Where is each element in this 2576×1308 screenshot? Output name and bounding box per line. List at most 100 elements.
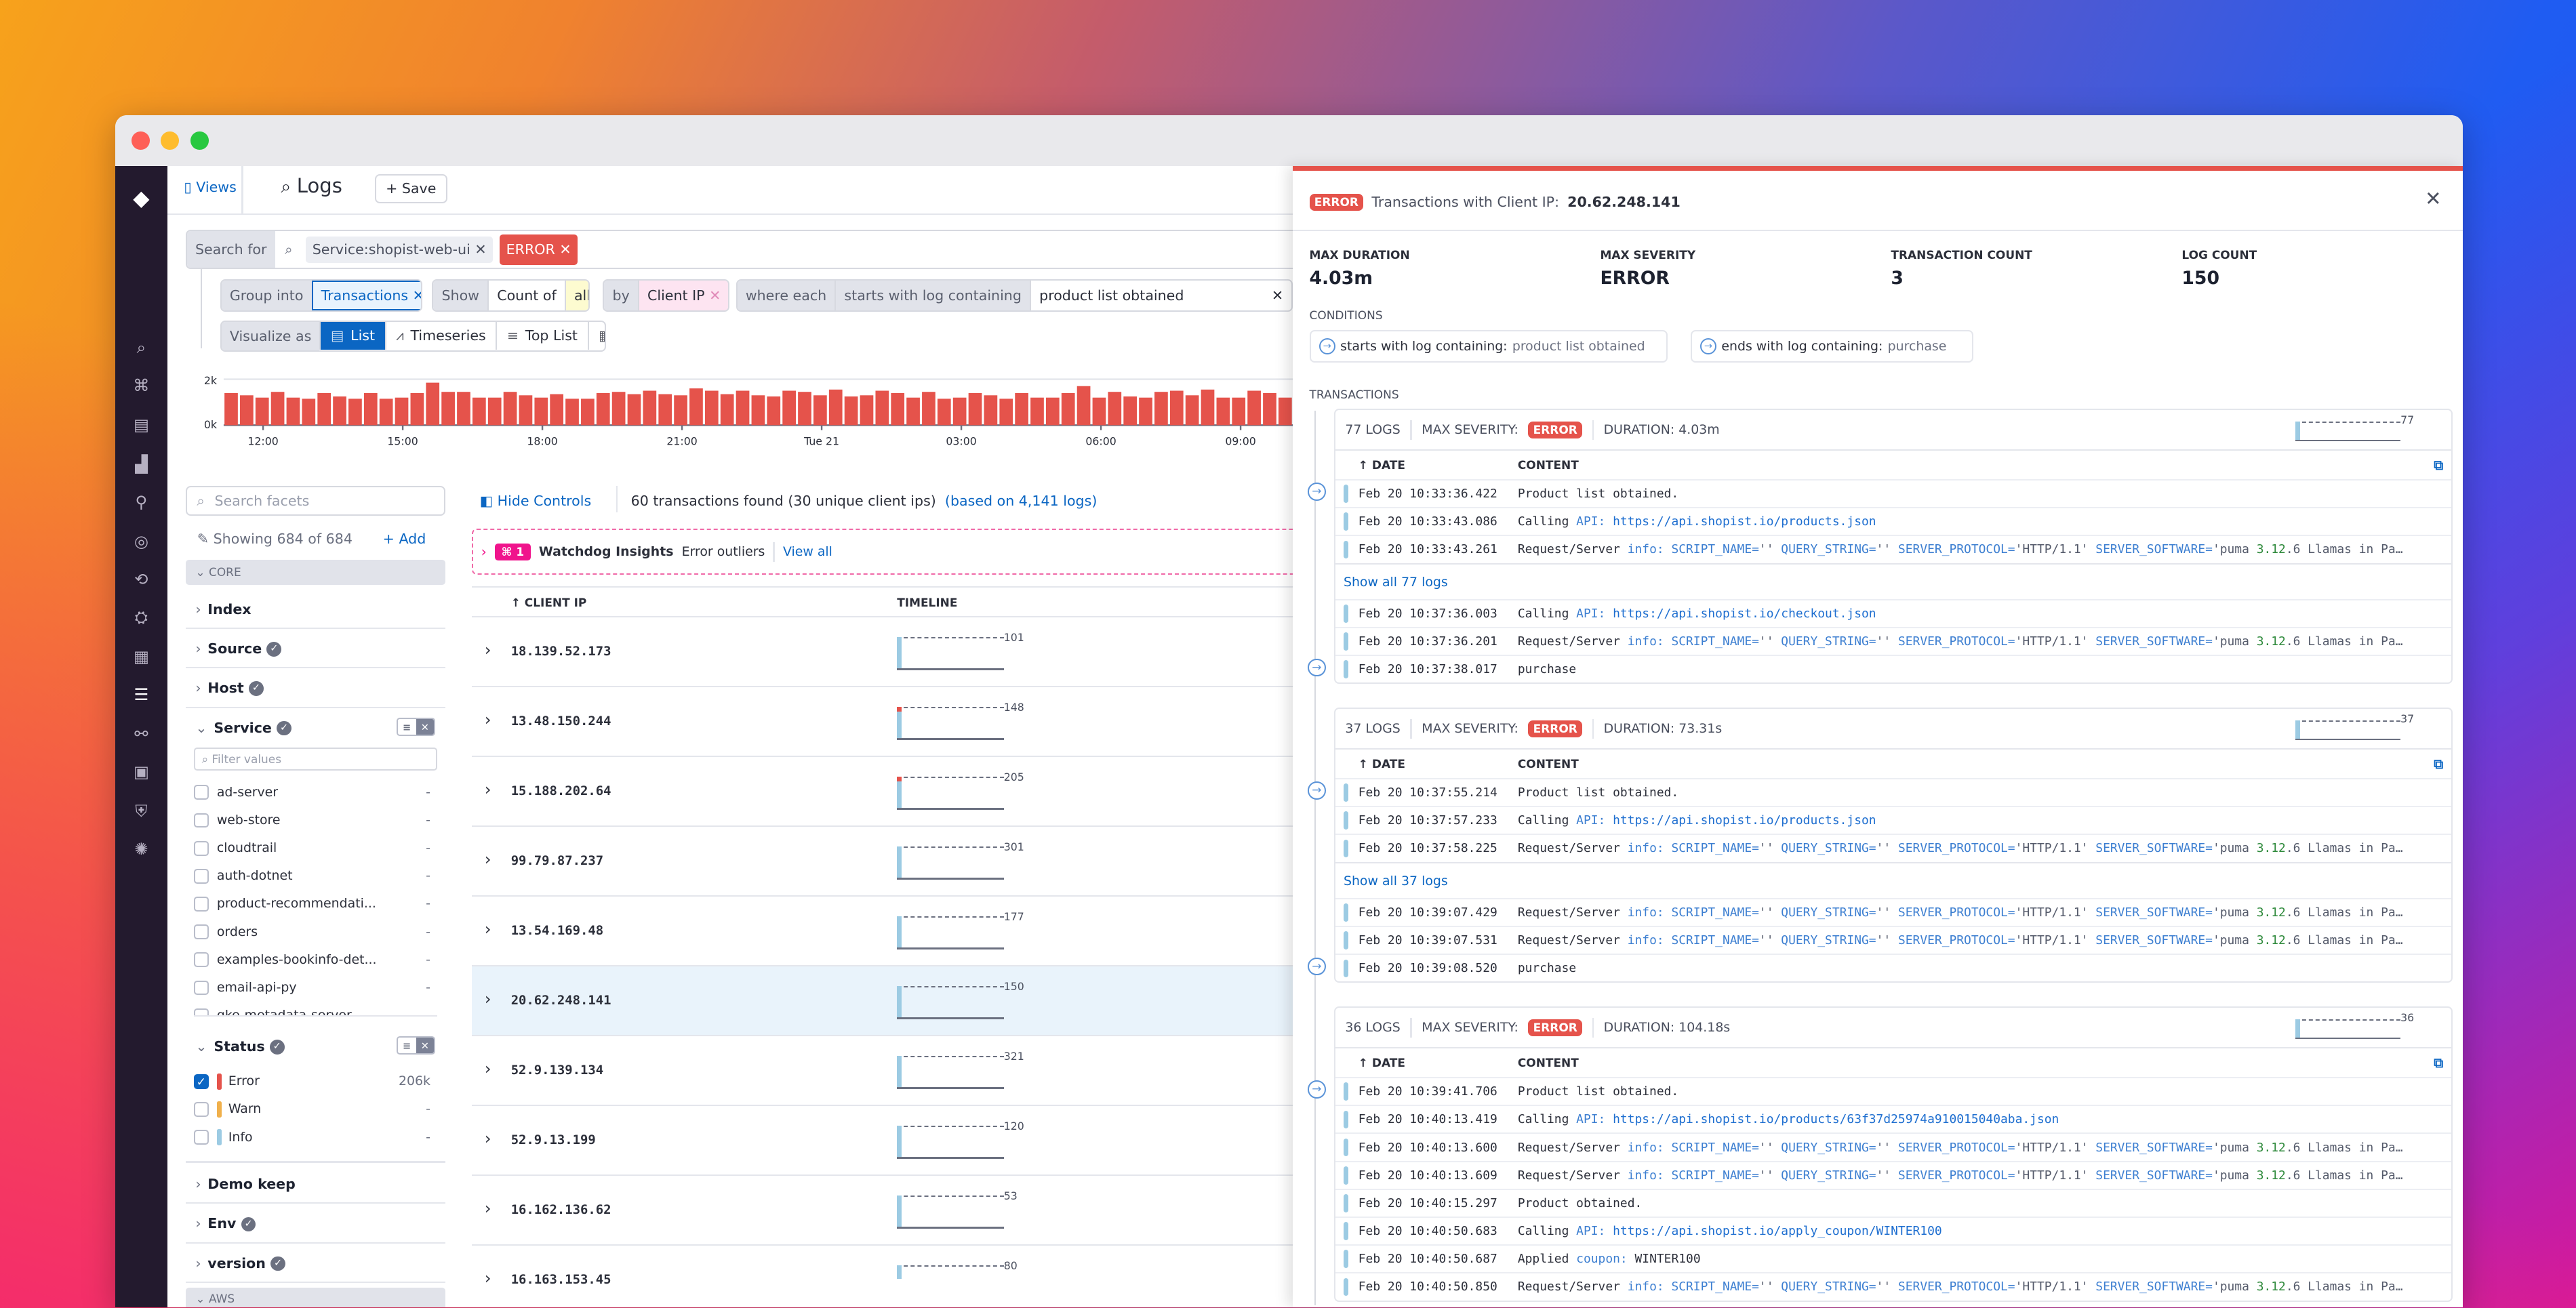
- log-row[interactable]: Feb 20 10:37:55.214 Product list obtained…: [1335, 778, 2452, 806]
- transaction-group-row[interactable]: › 13.48.150.244 148: [471, 687, 1293, 758]
- log-row[interactable]: Feb 20 10:40:15.297 Product obtained.: [1335, 1188, 2452, 1217]
- log-row[interactable]: Feb 20 10:39:08.520 purchase: [1335, 954, 2452, 981]
- log-row[interactable]: Feb 20 10:37:58.225 Request/Server info: …: [1335, 834, 2452, 861]
- transaction-group-row[interactable]: › 13.54.169.48 177: [471, 897, 1293, 967]
- checkbox[interactable]: [193, 785, 209, 800]
- column-date[interactable]: ↑ DATE: [1358, 1056, 1405, 1070]
- log-link-token[interactable]: https://api.shopist.io/apply_coupon/WINT…: [1613, 1224, 1942, 1239]
- chevron-right-icon[interactable]: ›: [484, 780, 491, 800]
- open-in-new-icon[interactable]: ⧉: [2434, 457, 2444, 473]
- search-tag-error[interactable]: ERROR ✕: [499, 234, 578, 265]
- condition-select[interactable]: starts with log containing: [834, 280, 1030, 311]
- settings-icon[interactable]: ✺: [134, 839, 148, 859]
- log-row[interactable]: Feb 20 10:40:50.850 Request/Server info: …: [1335, 1272, 2452, 1300]
- checkbox[interactable]: [193, 868, 209, 884]
- log-row[interactable]: Feb 20 10:37:38.017 purchase: [1335, 655, 2452, 682]
- visualize-option-top-list[interactable]: ≡ Top List: [496, 321, 587, 350]
- by-field-select[interactable]: Client IP ✕: [637, 280, 729, 311]
- chevron-right-icon[interactable]: ›: [484, 710, 491, 730]
- integrations-icon[interactable]: ⟲: [134, 570, 148, 590]
- search-icon[interactable]: ⌕: [136, 338, 146, 358]
- log-row[interactable]: Feb 20 10:39:41.706 Product list obtained…: [1335, 1077, 2452, 1105]
- monitors-icon[interactable]: ◎: [134, 532, 148, 552]
- remove-tag-icon[interactable]: ✕: [475, 241, 487, 258]
- column-timeline[interactable]: TIMELINE: [897, 596, 958, 610]
- apm-icon[interactable]: ⚲: [135, 493, 148, 512]
- log-histogram[interactable]: 2k 0k 12:00 15:00 18:00 21:00 Tue 21 03:00 06:00…: [201, 369, 1293, 451]
- add-facet-button[interactable]: + Add: [383, 531, 426, 547]
- logo-icon[interactable]: ◆: [133, 186, 150, 211]
- transaction-group-row[interactable]: › 52.9.139.134 321: [471, 1036, 1293, 1107]
- transaction-group-row[interactable]: › 99.79.87.237 301: [471, 827, 1293, 897]
- remove-tag-icon[interactable]: ✕: [559, 241, 571, 258]
- logs-icon[interactable]: ☰: [134, 684, 149, 704]
- show-all-logs-link[interactable]: Show all 77 logs: [1335, 563, 2452, 599]
- transaction-group-row[interactable]: › 18.139.52.173 101: [471, 617, 1293, 688]
- view-all-link[interactable]: View all: [783, 544, 832, 560]
- chevron-right-icon[interactable]: ›: [484, 1269, 491, 1288]
- log-row[interactable]: Feb 20 10:39:07.531 Request/Server info: …: [1335, 926, 2452, 954]
- dashboards-icon[interactable]: ▤: [133, 415, 149, 435]
- log-row[interactable]: Feb 20 10:40:50.683 Calling API: https://…: [1335, 1217, 2452, 1244]
- aggregation-select[interactable]: Count of: [487, 280, 565, 311]
- network-icon[interactable]: ⚯: [134, 724, 148, 743]
- metrics-icon[interactable]: ▦: [133, 647, 149, 666]
- maximize-window-button[interactable]: [190, 131, 209, 150]
- facet-service[interactable]: ⌄ Service ✓ ≡ ✕: [186, 708, 445, 748]
- minimize-window-button[interactable]: [161, 131, 180, 150]
- watchdog-insights-banner[interactable]: › ⌘ 1 Watchdog Insights Error outliers V…: [471, 529, 1293, 575]
- transaction-group-row[interactable]: › 20.62.248.141 150: [471, 966, 1293, 1037]
- chevron-right-icon[interactable]: ›: [484, 640, 491, 660]
- checkbox[interactable]: [193, 840, 209, 856]
- infrastructure-icon[interactable]: ▟: [135, 455, 148, 474]
- where-control[interactable]: where each starts with log containing prod…: [736, 279, 1293, 312]
- remove-icon[interactable]: ✕: [413, 287, 421, 304]
- search-tag-service[interactable]: Service:shopist-web-ui ✕: [306, 236, 494, 264]
- column-date[interactable]: ↑ DATE: [1358, 458, 1405, 472]
- log-row[interactable]: Feb 20 10:39:07.429 Request/Server info: …: [1335, 897, 2452, 926]
- visualize-option-list[interactable]: ▤ List: [319, 321, 385, 350]
- visualize-option-table[interactable]: ▦Table: [587, 321, 605, 350]
- filter-icon[interactable]: ≡: [397, 1038, 416, 1053]
- facet-source[interactable]: › Source ✓: [185, 629, 445, 669]
- save-view-button[interactable]: + Save: [374, 173, 447, 204]
- chevron-right-icon[interactable]: ›: [484, 1129, 491, 1149]
- transaction-group-row[interactable]: › 52.9.13.199 120: [471, 1106, 1293, 1177]
- facet-host[interactable]: › Host ✓: [185, 668, 445, 708]
- show-all-logs-link[interactable]: Show all 37 logs: [1335, 861, 2452, 898]
- condition-value-input[interactable]: product list obtained: [1030, 280, 1264, 311]
- log-row[interactable]: Feb 20 10:37:57.233 Calling API: https://…: [1335, 806, 2452, 834]
- log-row[interactable]: Feb 20 10:37:36.003 Calling API: https://…: [1335, 598, 2452, 627]
- hide-controls-button[interactable]: ◧ Hide Controls: [480, 493, 592, 509]
- facet-value-row[interactable]: email-api-py -: [193, 974, 437, 1002]
- open-in-new-icon[interactable]: ⧉: [2434, 756, 2444, 772]
- close-panel-icon[interactable]: ✕: [2425, 187, 2442, 210]
- checkbox[interactable]: ✓: [193, 1074, 209, 1089]
- log-link-token[interactable]: https://api.shopist.io/products.json: [1613, 514, 1876, 529]
- search-facets-input[interactable]: ⌕ Search facets: [185, 486, 445, 516]
- group-into-select[interactable]: Transactions ✕: [311, 280, 421, 311]
- facet-value-row[interactable]: Info -: [193, 1124, 437, 1151]
- facet-demo-keep[interactable]: › Demo keep: [185, 1164, 445, 1204]
- chevron-right-icon[interactable]: ›: [484, 989, 491, 1009]
- facet-value-row[interactable]: ad-server -: [193, 779, 437, 806]
- search-bar[interactable]: Search for ⌕ Service:shopist-web-ui ✕ ER…: [185, 230, 1303, 270]
- facet-value-row[interactable]: auth-dotnet -: [193, 862, 437, 890]
- column-date[interactable]: ↑ DATE: [1358, 757, 1405, 771]
- facet-index[interactable]: › Index: [185, 590, 445, 630]
- facet-value-row[interactable]: cloudtrail -: [193, 834, 437, 862]
- facet-value-row[interactable]: product-recommendati... -: [193, 890, 437, 918]
- facet-value-row[interactable]: Warn -: [193, 1095, 437, 1123]
- checkbox[interactable]: [193, 897, 209, 912]
- facet-value-row[interactable]: ✓ Error 206k: [193, 1067, 437, 1095]
- facet-version[interactable]: › version ✓: [185, 1244, 445, 1283]
- log-row[interactable]: Feb 20 10:33:36.422 Product list obtained…: [1335, 478, 2452, 507]
- clear-facet-icon[interactable]: ✕: [416, 1038, 435, 1053]
- chevron-right-icon[interactable]: ›: [484, 1059, 491, 1079]
- checkbox[interactable]: [193, 952, 209, 968]
- facet-section-core[interactable]: ⌄ CORE: [185, 560, 445, 585]
- transaction-header[interactable]: 37 LOGS MAX SEVERITY: ERROR DURATION: 73.31…: [1335, 709, 2451, 748]
- transaction-group-row[interactable]: › 16.163.153.45 80: [472, 1246, 1293, 1288]
